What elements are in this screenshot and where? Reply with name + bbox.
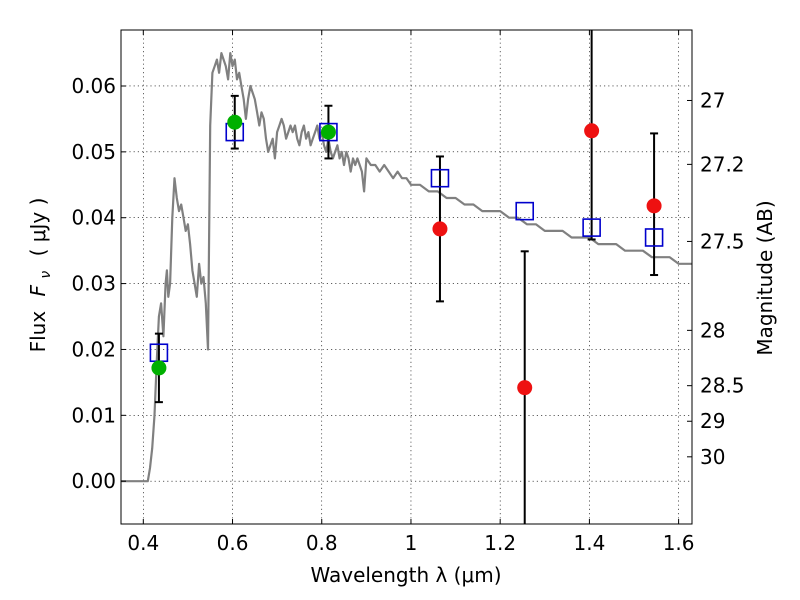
y2-tick-label: 27 (700, 88, 725, 112)
y-axis-label-units: ( μJy ) (26, 198, 50, 257)
y-axis-label-symbol: F (26, 284, 50, 296)
y-tick-label: 0.00 (71, 469, 116, 493)
y2-tick-label: 27.2 (700, 152, 745, 176)
y-tick-label: 0.05 (71, 140, 116, 164)
detection-point (320, 124, 336, 140)
y-axis-label: Flux F ν ( μJy ) (26, 198, 55, 353)
y-tick-label: 0.04 (71, 206, 116, 230)
y-tick-label: 0.02 (71, 337, 116, 361)
x-tick-label: 0.8 (306, 531, 338, 555)
x-tick-label: 1 (405, 531, 418, 555)
y2-tick-label: 27.5 (700, 229, 745, 253)
y2-tick-label: 29 (700, 409, 725, 433)
model-photometry-square (515, 201, 535, 221)
y-tick-label: 0.03 (71, 272, 116, 296)
non-detection-point (432, 221, 448, 237)
axis-ticks: 0.4 0.6 0.8 1 1.2 1.4 1.6 0.00 0.01 0.02 0.03 0.04 0… (71, 30, 745, 555)
model-photometry-square (319, 122, 338, 142)
y-axis-label-subscript: ν (38, 271, 54, 279)
y-axis-label-text: Flux (26, 311, 50, 353)
y-tick-label: 0.01 (71, 403, 116, 427)
right-axis-label: Magnitude (AB) (753, 200, 777, 355)
marker-layer (149, 114, 664, 396)
y2-tick-label: 30 (700, 445, 725, 469)
non-detection-point (646, 198, 662, 214)
errorbar-layer (154, 30, 659, 524)
x-tick-label: 0.4 (127, 531, 159, 555)
detection-point (227, 114, 243, 130)
x-tick-label: 1.6 (663, 531, 695, 555)
plot-frame (120, 29, 693, 525)
non-detection-point (517, 380, 533, 396)
y2-tick-label: 28 (700, 318, 725, 342)
x-axis-label: Wavelength λ (μm) (310, 563, 501, 587)
detection-point (151, 360, 167, 376)
y2-tick-label: 28.5 (700, 374, 745, 398)
non-detection-point (584, 123, 600, 139)
model-sed-curve (121, 51, 692, 483)
x-tick-label: 1.2 (484, 531, 516, 555)
model-curve-layer (121, 51, 692, 483)
x-tick-label: 1.4 (573, 531, 605, 555)
grid (121, 30, 692, 524)
model-photometry-square (644, 228, 664, 247)
model-photometry-square (430, 168, 450, 188)
x-tick-label: 0.6 (217, 531, 249, 555)
y-tick-label: 0.06 (71, 74, 116, 98)
model-photometry-square (582, 218, 601, 237)
